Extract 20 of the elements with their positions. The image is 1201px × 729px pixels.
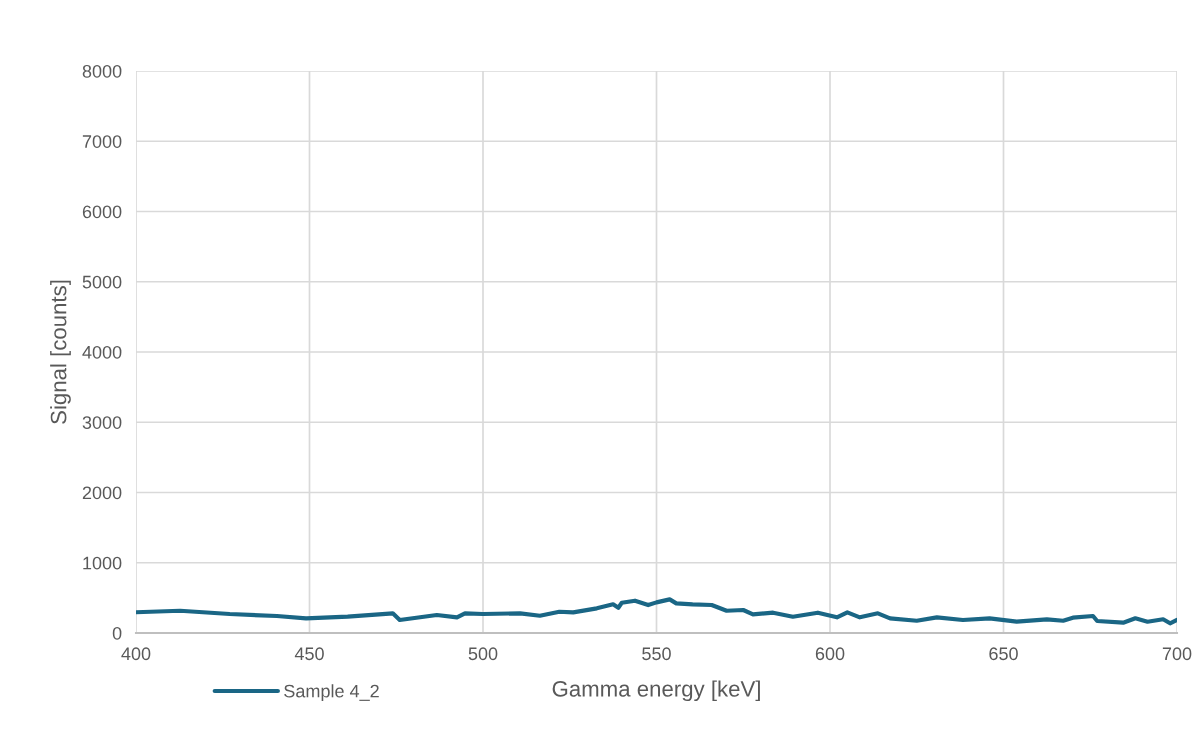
x-tick-label: 700: [1162, 647, 1192, 661]
x-tick-label: 650: [989, 647, 1018, 661]
x-tick-label: 600: [815, 647, 845, 661]
x-tick-label: 500: [468, 647, 498, 661]
x-tick-label: 550: [642, 647, 671, 661]
x-axis-title: Gamma energy [keV]: [552, 680, 760, 702]
y-tick-label: 6000: [82, 205, 122, 219]
y-axis-title: Signal [counts]: [50, 280, 71, 424]
y-tick-label: 1000: [83, 556, 122, 570]
y-tick-label: 7000: [82, 135, 122, 148]
x-tick-label: 450: [294, 647, 324, 661]
y-tick-label: 2000: [82, 486, 122, 500]
x-tick-label: 400: [121, 647, 151, 661]
y-tick-label: 0: [112, 626, 122, 640]
legend-label: Sample 4_2: [284, 684, 379, 702]
line-series: [136, 597, 1177, 626]
y-tick-label: 3000: [82, 416, 122, 429]
y-tick-label: 4000: [82, 345, 122, 359]
y-tick-label: 5000: [82, 275, 122, 289]
y-tick-label: 8000: [82, 64, 122, 78]
